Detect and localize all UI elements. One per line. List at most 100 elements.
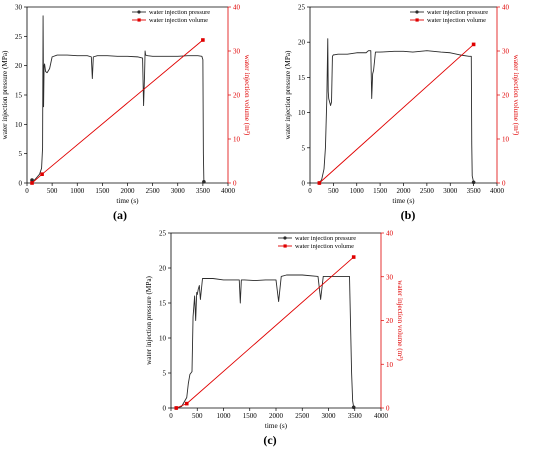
x-tick-label: 1500: [373, 187, 388, 195]
x-tick-label: 3000: [322, 412, 337, 420]
x-axis-label: time (s): [116, 197, 139, 205]
y-tick-label: 15: [159, 300, 167, 308]
y2-tick-label: 30: [502, 48, 510, 56]
panel-a: 0 500 1000 1500 2000 2500 3000 3500 4000 0 5 10 15 20…: [0, 0, 275, 226]
x-tick-label: 4000: [221, 187, 236, 195]
y-tick-label: 15: [15, 92, 23, 100]
y-tick-label: 25: [15, 33, 23, 41]
y-tick-label: 20: [298, 39, 306, 47]
y2-tick-label: 20: [386, 317, 394, 325]
y2-tick-label: 10: [386, 361, 394, 369]
x-tick-label: 2500: [146, 187, 161, 195]
volume-marker: [30, 181, 34, 185]
pressure-marker: [30, 178, 34, 182]
y2-tick-label: 0: [502, 180, 506, 188]
volume-marker: [184, 401, 189, 406]
panel-label: (a): [113, 208, 127, 222]
x-tick-label: 3000: [171, 187, 186, 195]
y-tick-label: 0: [19, 180, 23, 188]
x-tick-label: 2500: [295, 412, 310, 420]
x-axis-label: time (s): [265, 422, 288, 430]
x-tick-label: 500: [328, 187, 339, 195]
chart-b: 0 500 1000 1500 2000 2500 3000 3500 400005101520…: [284, 4, 520, 223]
volume-marker: [174, 406, 179, 410]
panel-label: (c): [263, 433, 276, 447]
x-tick-label: 1500: [95, 187, 110, 195]
y-tick-label: 5: [302, 144, 306, 152]
x-tick-label: 3500: [348, 412, 363, 420]
x-tick-label: 2000: [397, 187, 412, 195]
volume-marker: [317, 181, 322, 185]
x-tick-label: 4000: [374, 412, 389, 420]
x-tick-label: 3500: [467, 187, 482, 195]
chart-a: 0 500 1000 1500 2000 2500 3000 3500 400005101520…: [1, 4, 251, 223]
x-tick-label: 1000: [70, 187, 85, 195]
x-tick-label: 2500: [420, 187, 435, 195]
panel-label: (b): [401, 208, 416, 222]
y2-tick-label: 30: [233, 48, 241, 56]
volume-marker: [351, 255, 356, 259]
y-tick-label: 20: [159, 265, 167, 273]
x-tick-label: 3500: [196, 187, 211, 195]
x-tick-label: 0: [169, 412, 173, 420]
panel-c: 0 500 1000 1500 2000 2500 3000 3500 4000 0 5 10 15 20…: [135, 226, 415, 452]
y-tick-label: 20: [15, 62, 23, 70]
legend-pressure-label: water injection pressure: [149, 9, 210, 16]
legend-volume-marker: [415, 18, 419, 22]
y-tick-label: 25: [298, 4, 306, 12]
x-tick-label: 500: [47, 187, 58, 195]
legend-volume-label: water injection volume: [427, 17, 486, 24]
y-axis-label: water injection pressure (MPa): [284, 50, 292, 139]
y2-tick-label: 20: [233, 92, 241, 100]
y2-tick-label: 20: [502, 92, 510, 100]
y-tick-label: 25: [159, 230, 167, 238]
y2-tick-label: 10: [502, 136, 510, 144]
x-tick-label: 1000: [217, 412, 232, 420]
pressure-line: [176, 274, 355, 409]
y-tick-label: 5: [163, 370, 167, 378]
volume-marker: [471, 42, 476, 47]
x-tick-label: 0: [25, 187, 29, 195]
y-tick-label: 15: [298, 74, 306, 82]
pressure-marker: [471, 180, 476, 185]
volume-line: [319, 44, 474, 184]
y-tick-label: 10: [159, 335, 167, 343]
x-axis-label: time (s): [392, 197, 415, 205]
pressure-marker: [351, 405, 356, 410]
y2-tick-label: 40: [233, 4, 241, 12]
legend-pressure-marker: [137, 10, 141, 14]
y2-axis-label: water injection volume (m³): [396, 280, 404, 361]
legend-pressure-marker: [283, 236, 287, 240]
legend-volume-marker: [137, 18, 141, 22]
volume-line: [31, 39, 204, 184]
y2-axis-label: water injection volume (m³): [243, 55, 251, 136]
volume-marker: [40, 172, 44, 176]
pressure-line: [32, 15, 205, 182]
y2-tick-label: 10: [233, 136, 241, 144]
legend-pressure-label: water injection pressure: [295, 235, 356, 242]
x-tick-label: 500: [192, 412, 203, 420]
y2-tick-label: 0: [386, 405, 390, 413]
legend-volume-label: water injection volume: [149, 17, 208, 24]
y-tick-label: 10: [298, 109, 306, 117]
panel-b: 0 500 1000 1500 2000 2500 3000 3500 4000 0 5 10 15 20…: [275, 0, 550, 226]
y2-axis-label: water injection volume (m³): [512, 55, 520, 136]
x-tick-label: 2000: [121, 187, 136, 195]
legend-pressure-marker: [415, 10, 419, 14]
x-tick-label: 1500: [243, 412, 258, 420]
x-tick-label: 3000: [443, 187, 458, 195]
legend-volume-marker: [283, 244, 287, 248]
legend-pressure-label: water injection pressure: [427, 9, 488, 16]
chart-c: 0 500 1000 1500 2000 2500 3000 3500 400005101520…: [145, 230, 404, 448]
x-tick-label: 4000: [490, 187, 505, 195]
y2-tick-label: 40: [386, 230, 394, 238]
y2-tick-label: 40: [502, 4, 510, 12]
volume-marker: [201, 38, 205, 42]
x-tick-label: 1000: [350, 187, 365, 195]
pressure-line: [318, 38, 475, 184]
y-axis-label: water injection pressure (MPa): [145, 275, 153, 364]
x-tick-label: 2000: [269, 412, 284, 420]
legend-volume-label: water injection volume: [295, 243, 354, 250]
y-tick-label: 0: [163, 405, 167, 413]
